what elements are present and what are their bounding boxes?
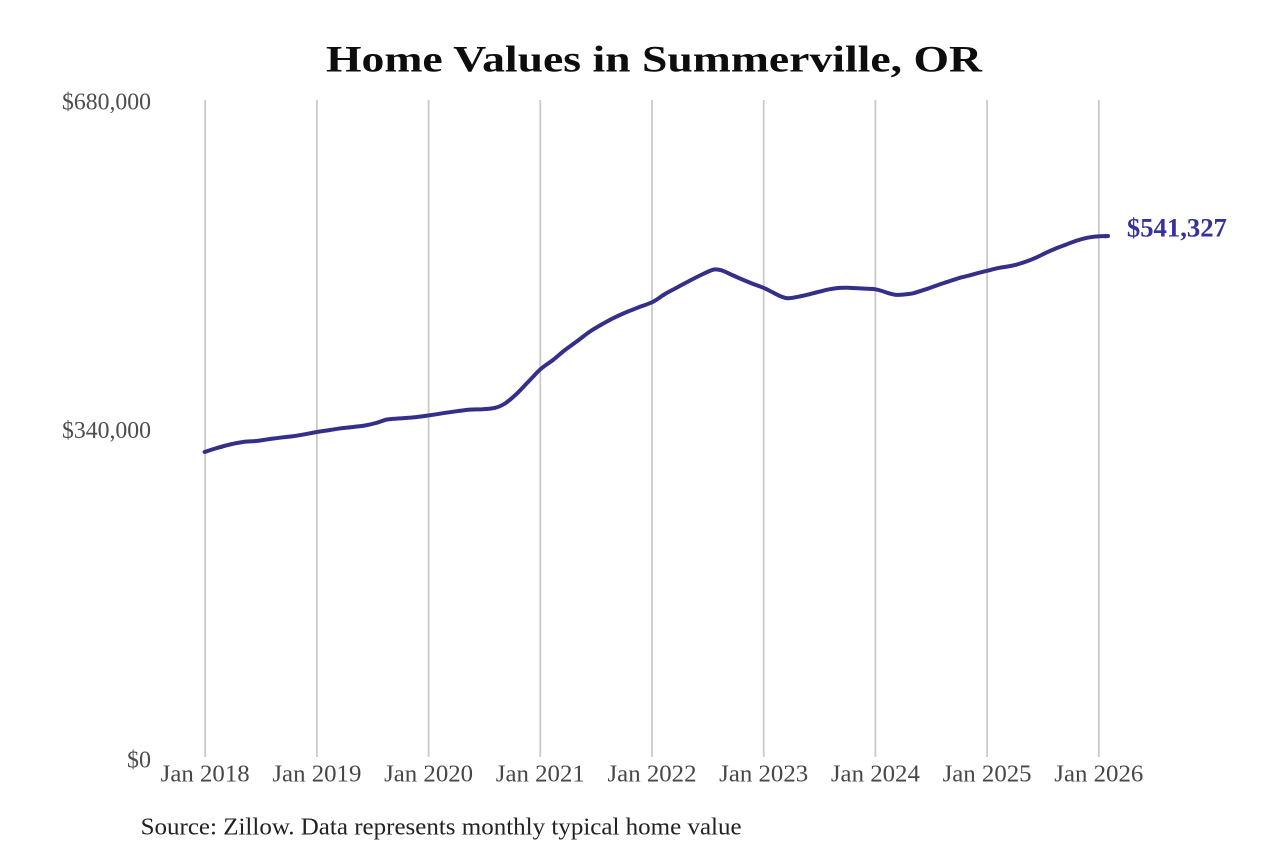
svg-text:$0: $0 [127,747,151,773]
svg-text:Jan 2022: Jan 2022 [608,762,697,788]
svg-text:Jan 2024: Jan 2024 [831,762,920,788]
svg-text:$340,000: $340,000 [62,418,151,444]
svg-text:Jan 2021: Jan 2021 [496,762,585,788]
svg-text:Jan 2018: Jan 2018 [161,762,250,788]
svg-text:Home Values in Summerville, OR: Home Values in Summerville, OR [326,40,984,81]
svg-text:Jan 2019: Jan 2019 [272,762,361,788]
svg-text:Jan 2020: Jan 2020 [384,762,473,788]
svg-text:$680,000: $680,000 [62,90,151,116]
svg-text:$541,327: $541,327 [1127,214,1227,243]
svg-text:Jan 2023: Jan 2023 [719,762,808,788]
svg-text:Jan 2026: Jan 2026 [1054,762,1143,788]
svg-text:Source: Zillow. Data represent: Source: Zillow. Data represents monthly … [141,815,742,841]
svg-text:Jan 2025: Jan 2025 [943,762,1032,788]
